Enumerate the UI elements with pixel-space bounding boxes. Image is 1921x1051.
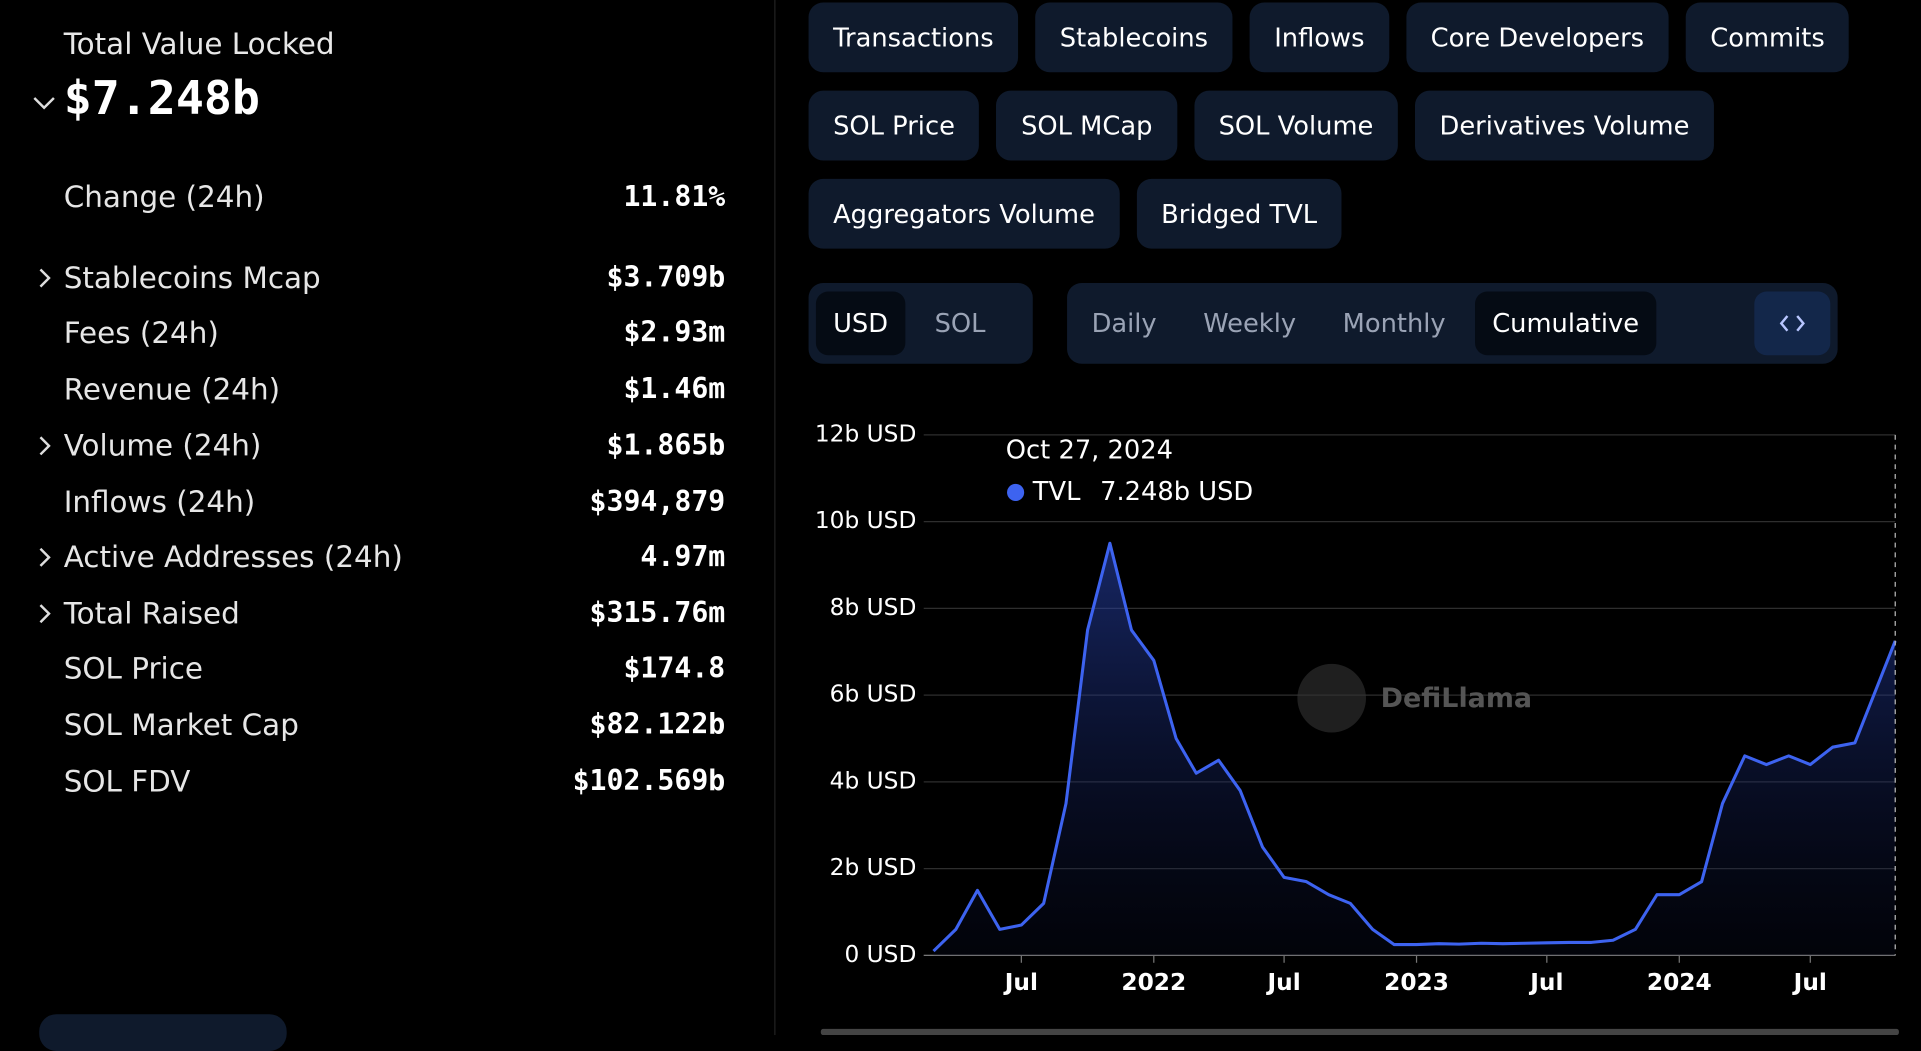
- area: [933, 543, 1896, 956]
- stat-row[interactable]: Volume (24h) $1.865b: [64, 425, 726, 467]
- x-tick-label: Jul: [1528, 969, 1563, 996]
- metric-button[interactable]: Derivatives Volume: [1415, 90, 1714, 161]
- stat-row[interactable]: Total Raised $315.76m: [64, 593, 726, 635]
- stat-label: Volume (24h): [63, 428, 262, 464]
- stat-label: Fees (24h): [63, 316, 219, 351]
- stat-label: Revenue (24h): [63, 372, 281, 407]
- stat-row[interactable]: Stablecoins Mcap $3.709b: [64, 257, 726, 299]
- y-tick-label: 2b USD: [830, 854, 917, 881]
- x-tick-label: 2023: [1384, 969, 1449, 996]
- line: [932, 541, 1897, 953]
- metric-buttons: Transactions Stablecoins Inflows Core Devel…: [808, 2, 1912, 249]
- stat-label: Active Addresses (24h): [63, 540, 403, 575]
- embed-icon: [1779, 315, 1805, 332]
- stat-value: $1.46m: [623, 373, 726, 406]
- embed-button[interactable]: [1754, 291, 1831, 356]
- stat-label: SOL FDV: [63, 764, 191, 799]
- tooltip-date: Oct 27, 2024: [1006, 435, 1173, 465]
- stat-value: $1.865b: [606, 429, 726, 462]
- y-tick-label: 0 USD: [844, 941, 916, 968]
- tooltip-swatch: [1007, 483, 1025, 501]
- x-tick-label: Jul: [1003, 969, 1038, 996]
- tooltip-series: TVL: [1032, 477, 1081, 507]
- collapse-icon[interactable]: [29, 91, 58, 115]
- chart: 0 USD 2b USD 4b USD 6b USD 8b USD 10b USD 12b …: [815, 420, 1899, 1036]
- stat-row: SOL Price $174.8: [64, 648, 726, 690]
- stat-row: Inflows (24h) $394,879: [64, 481, 726, 523]
- currency-option[interactable]: USD: [815, 291, 906, 356]
- metric-button[interactable]: Commits: [1685, 2, 1850, 73]
- stat-label: Change (24h): [63, 180, 265, 215]
- x-tick-label: Jul: [1265, 969, 1300, 996]
- metric-button[interactable]: SOL Volume: [1194, 90, 1398, 161]
- currency-option[interactable]: SOL: [934, 308, 986, 339]
- y-tick-label: 6b USD: [830, 681, 917, 708]
- x-tick-label: 2024: [1647, 969, 1712, 996]
- metric-button[interactable]: SOL Price: [808, 90, 980, 161]
- stat-value: $102.569b: [572, 765, 726, 798]
- currency-toggle: USD SOL: [808, 282, 1033, 364]
- period-option[interactable]: Daily: [1091, 308, 1157, 339]
- period-toggle: Daily Weekly Monthly Cumulative: [1067, 282, 1838, 364]
- stat-value: 11.81%: [623, 181, 726, 214]
- stat-value: $315.76m: [589, 597, 726, 630]
- stat-row: SOL Market Cap $82.122b: [64, 704, 726, 746]
- tvl-value: $7.248b: [63, 71, 260, 125]
- metric-button[interactable]: Core Developers: [1406, 2, 1669, 73]
- stat-row: Revenue (24h) $1.46m: [64, 369, 726, 411]
- stat-value: $3.709b: [606, 262, 726, 294]
- y-tick-label: 12b USD: [815, 420, 916, 447]
- x-tick-label: 2022: [1121, 969, 1186, 996]
- metric-button[interactable]: Bridged TVL: [1136, 178, 1342, 249]
- y-tick-label: 8b USD: [830, 594, 917, 621]
- tooltip-value: 7.248b USD: [1100, 477, 1253, 507]
- metric-button[interactable]: Inflows: [1249, 2, 1389, 73]
- expand-icon[interactable]: [36, 266, 56, 290]
- stat-label: Total Raised: [63, 596, 240, 631]
- stat-row[interactable]: Active Addresses (24h) 4.97m: [64, 537, 726, 579]
- y-tick-label: 4b USD: [830, 767, 917, 794]
- stat-value: $2.93m: [623, 317, 726, 350]
- stats-panel: Total Value Locked $7.248b Change (24h) 1…: [0, 0, 776, 1051]
- stat-value: $394,879: [589, 486, 726, 519]
- tvl-label: Total Value Locked: [63, 26, 335, 62]
- metric-button[interactable]: SOL MCap: [996, 90, 1177, 161]
- period-option[interactable]: Monthly: [1342, 308, 1446, 339]
- expand-icon[interactable]: [36, 601, 56, 625]
- stat-label: Stablecoins Mcap: [63, 260, 321, 296]
- stat-label: SOL Market Cap: [63, 707, 299, 743]
- x-tick-label: Jul: [1792, 969, 1827, 996]
- stat-value: $174.8: [623, 652, 726, 685]
- watermark-logo: [1297, 663, 1366, 733]
- stat-row: SOL FDV $102.569b: [64, 761, 726, 803]
- period-option[interactable]: Cumulative: [1475, 291, 1657, 356]
- metric-button[interactable]: Transactions: [808, 2, 1019, 73]
- period-option[interactable]: Weekly: [1203, 308, 1297, 339]
- expand-icon[interactable]: [36, 434, 56, 458]
- stat-value: $82.122b: [589, 709, 726, 742]
- y-tick-label: 10b USD: [815, 507, 916, 534]
- stat-row: Fees (24h) $2.93m: [64, 312, 726, 354]
- stat-row: Change (24h) 11.81%: [64, 176, 726, 218]
- metric-button[interactable]: Stablecoins: [1035, 2, 1233, 73]
- stat-label: Inflows (24h): [63, 485, 256, 520]
- stat-value: 4.97m: [640, 541, 726, 574]
- expand-icon[interactable]: [36, 545, 56, 569]
- panel-button[interactable]: [39, 1014, 287, 1051]
- scrollbar: [820, 1028, 1899, 1036]
- watermark: DefiLlama: [1381, 683, 1532, 714]
- metric-button[interactable]: Aggregators Volume: [808, 178, 1120, 249]
- stat-label: SOL Price: [63, 651, 203, 686]
